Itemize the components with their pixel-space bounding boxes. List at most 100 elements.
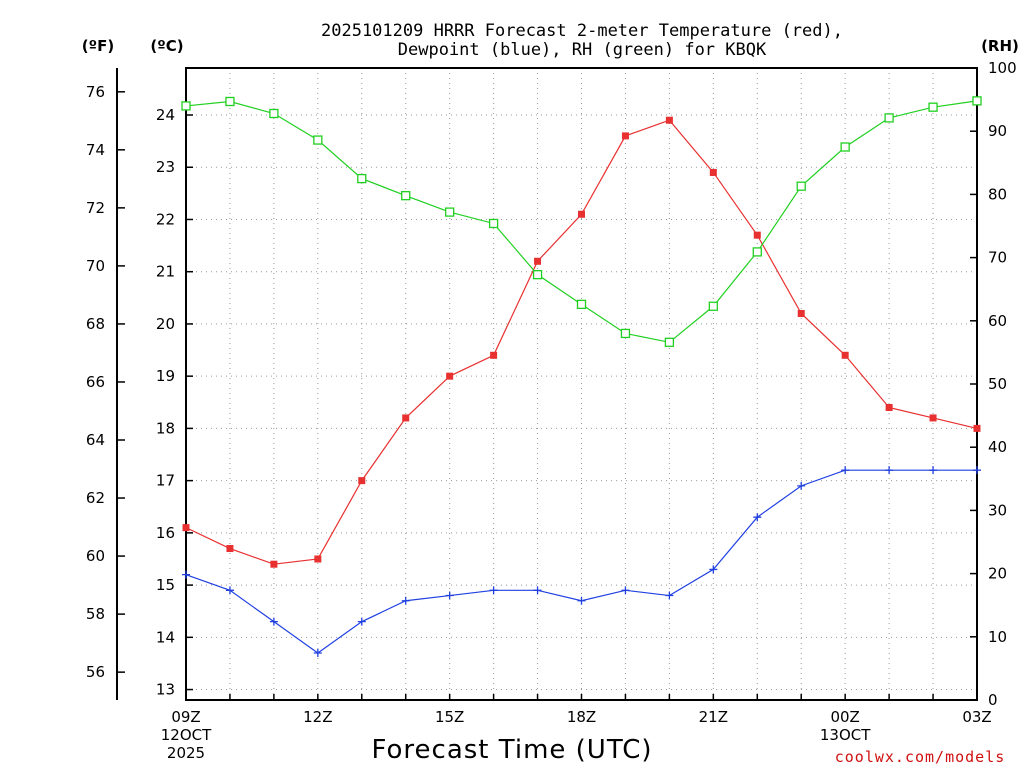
time-tick-label: 00Z <box>830 708 859 726</box>
time-tick-label: 03Z <box>962 708 991 726</box>
rh-unit-label: (RH) <box>981 37 1019 55</box>
point-dewpoint <box>357 617 366 626</box>
fahrenheit-tick-label: 66 <box>86 373 105 391</box>
series-temperature <box>182 116 981 568</box>
celsius-unit-label: (ºC) <box>150 37 183 55</box>
point-dewpoint <box>313 648 322 657</box>
celsius-tick-label: 22 <box>156 210 175 228</box>
rh-tick-label: 20 <box>988 565 1007 583</box>
grid-lines <box>186 68 977 700</box>
rh-tick-label: 100 <box>988 59 1017 77</box>
point-temperature <box>665 116 673 124</box>
point-rh <box>445 207 455 217</box>
time-tick-label: 2025 <box>167 744 205 762</box>
point-temperature <box>621 132 629 140</box>
point-dewpoint <box>577 596 586 605</box>
point-rh <box>972 96 982 106</box>
point-temperature <box>578 210 585 218</box>
rh-tick-label: 60 <box>988 312 1007 330</box>
series-rh <box>181 96 982 347</box>
point-rh <box>357 173 367 184</box>
chart-title-line2: Dewpoint (blue), RH (green) for KBQK <box>398 40 767 60</box>
point-temperature <box>709 168 717 176</box>
point-dewpoint <box>885 466 894 475</box>
point-temperature <box>973 424 981 432</box>
point-rh <box>532 270 543 280</box>
celsius-tick-label: 23 <box>156 158 175 176</box>
celsius-tick-label: 24 <box>156 106 175 124</box>
fahrenheit-tick-label: 76 <box>86 83 105 101</box>
point-dewpoint <box>621 586 630 595</box>
point-temperature <box>885 404 893 412</box>
point-dewpoint <box>841 466 850 475</box>
point-rh <box>401 191 411 201</box>
point-dewpoint <box>929 466 938 475</box>
celsius-tick-label: 13 <box>156 681 175 699</box>
point-dewpoint <box>533 586 542 595</box>
point-temperature <box>358 477 366 485</box>
celsius-tick-label: 14 <box>156 628 175 646</box>
point-dewpoint <box>797 481 806 490</box>
rh-tick-label: 70 <box>988 249 1007 267</box>
credit-text: coolwx.com/models <box>835 748 1006 766</box>
point-temperature <box>446 372 454 380</box>
fahrenheit-tick-label: 70 <box>86 257 105 275</box>
series-line-temperature <box>185 119 978 565</box>
time-tick-label: 18Z <box>567 708 596 726</box>
chart-title-line1: 2025101209 HRRR Forecast 2-meter Tempera… <box>321 21 843 41</box>
point-dewpoint <box>973 466 981 475</box>
series-line-dewpoint <box>185 469 977 654</box>
fahrenheit-axis-ticks: 56 58 60 62 64 66 68 70 72 74 76 <box>86 83 125 681</box>
point-temperature <box>270 560 278 568</box>
series-layer <box>181 96 982 657</box>
celsius-tick-label: 16 <box>156 524 175 542</box>
time-tick-label: 13OCT <box>820 726 871 744</box>
time-tick-label: 12Z <box>303 708 332 726</box>
point-rh <box>664 337 675 347</box>
point-dewpoint <box>489 586 498 595</box>
point-rh <box>752 247 762 257</box>
time-tick-label: 15Z <box>435 708 464 726</box>
point-rh <box>313 135 323 145</box>
point-rh <box>620 328 631 339</box>
point-temperature <box>490 351 498 359</box>
point-temperature <box>797 309 805 317</box>
point-temperature <box>929 414 937 422</box>
fahrenheit-tick-label: 64 <box>86 431 105 449</box>
fahrenheit-tick-label: 56 <box>86 663 105 681</box>
point-dewpoint <box>665 591 674 600</box>
celsius-tick-label: 18 <box>156 419 175 437</box>
time-tick-label: 12OCT <box>161 726 212 744</box>
point-dewpoint <box>225 586 234 595</box>
point-rh <box>928 102 938 112</box>
point-dewpoint <box>709 565 718 574</box>
point-dewpoint <box>182 570 190 579</box>
time-tick-label: 09Z <box>171 708 200 726</box>
point-temperature <box>402 414 410 422</box>
celsius-tick-label: 21 <box>156 263 175 281</box>
rh-tick-label: 80 <box>988 185 1007 203</box>
fahrenheit-tick-label: 62 <box>86 489 105 507</box>
point-rh <box>840 142 850 152</box>
rh-tick-label: 50 <box>988 375 1007 393</box>
rh-tick-label: 30 <box>988 501 1007 519</box>
point-dewpoint <box>269 617 278 626</box>
fahrenheit-tick-label: 60 <box>86 547 105 565</box>
point-dewpoint <box>445 591 454 600</box>
point-rh <box>884 113 894 123</box>
celsius-tick-label: 19 <box>156 367 175 385</box>
point-temperature <box>182 524 190 532</box>
point-rh <box>181 101 191 111</box>
point-temperature <box>314 555 322 563</box>
point-rh <box>225 96 235 107</box>
point-dewpoint <box>753 513 762 522</box>
point-rh <box>269 108 279 119</box>
series-dewpoint <box>182 466 981 657</box>
point-rh <box>708 301 718 311</box>
point-rh <box>488 218 499 229</box>
point-rh <box>576 299 587 310</box>
point-rh <box>796 181 806 191</box>
fahrenheit-tick-label: 74 <box>86 141 105 159</box>
